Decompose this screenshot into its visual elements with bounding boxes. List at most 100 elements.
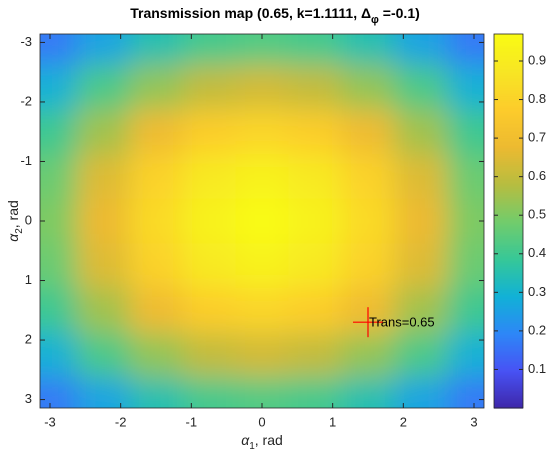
heatmap-cell: [76, 332, 131, 378]
colorbar-swatch: [494, 146, 523, 149]
colorbar-swatch: [494, 200, 523, 203]
heatmap-cell: [341, 154, 395, 200]
x-tick-label: 0: [258, 414, 265, 429]
colorbar-swatch: [494, 276, 523, 279]
colorbar-swatch: [494, 394, 523, 397]
colorbar-swatch: [494, 198, 523, 201]
colorbar-swatch: [494, 252, 523, 255]
colorbar-swatch: [494, 288, 523, 291]
colorbar-swatch: [494, 362, 523, 365]
colorbar-swatch: [494, 336, 523, 339]
x-label-subscript: 1: [249, 441, 255, 452]
colorbar-swatch: [494, 318, 523, 321]
colorbar-swatch: [494, 116, 523, 119]
colorbar-swatch: [494, 52, 523, 55]
colorbar-swatch: [494, 282, 523, 285]
heatmap-cell: [129, 34, 184, 66]
colorbar-swatch: [494, 124, 523, 127]
colorbar-swatch: [494, 60, 523, 63]
colorbar-swatch: [494, 254, 523, 257]
colorbar-swatch: [494, 400, 523, 403]
colorbar-swatch: [494, 370, 523, 373]
heatmap-cell: [235, 109, 289, 155]
colorbar-swatch: [494, 78, 523, 81]
colorbar-swatch: [494, 194, 523, 197]
heatmap-cell: [341, 34, 395, 66]
y-label-symbol: α: [5, 233, 21, 242]
colorbar-swatch: [494, 90, 523, 93]
heatmap-cell: [341, 64, 395, 110]
colorbar-swatch: [494, 216, 523, 219]
colorbar-swatch: [494, 168, 523, 171]
colorbar-swatch: [494, 348, 523, 351]
x-tick-label: -2: [115, 414, 127, 429]
colorbar-swatch: [494, 322, 523, 325]
colorbar-swatch: [494, 388, 523, 391]
colorbar-swatch: [494, 332, 523, 335]
colorbar-swatch: [494, 190, 523, 193]
heatmap-cell: [182, 332, 237, 378]
colorbar-swatch: [494, 40, 523, 43]
heatmap-cell: [341, 243, 395, 289]
colorbar-swatch: [494, 108, 523, 111]
heatmap-cell: [447, 154, 484, 200]
colorbar-swatch: [494, 226, 523, 229]
heatmap-cell: [182, 243, 237, 289]
colorbar-swatch: [494, 188, 523, 191]
heatmap-cell: [447, 109, 484, 155]
colorbar-swatch: [494, 164, 523, 167]
heatmap-cell: [182, 287, 237, 334]
colorbar-swatch: [494, 84, 523, 87]
heatmap-cell: [394, 64, 448, 110]
colorbar-swatch: [494, 386, 523, 389]
colorbar-swatch: [494, 110, 523, 113]
colorbar-swatch: [494, 196, 523, 199]
colorbar-swatch: [494, 120, 523, 123]
colorbar-swatch: [494, 330, 523, 333]
colorbar-swatch: [494, 126, 523, 129]
colorbar-swatch: [494, 206, 523, 209]
colorbar-tick-label: 0.6: [528, 168, 546, 183]
colorbar-frame: [493, 33, 524, 409]
colorbar-swatch: [494, 308, 523, 311]
heatmap-cell: [341, 332, 395, 378]
colorbar-swatch: [494, 102, 523, 105]
heatmap-cell: [447, 64, 484, 110]
heatmap-cell: [288, 109, 342, 155]
colorbar-swatch: [494, 202, 523, 205]
heatmap-cell: [447, 287, 484, 334]
x-tick-label: 3: [470, 414, 477, 429]
colorbar-swatch: [494, 294, 523, 297]
colorbar-swatch: [494, 290, 523, 293]
colorbar-swatch: [494, 66, 523, 69]
colorbar-swatch: [494, 106, 523, 109]
heatmap-cell: [235, 243, 289, 289]
colorbar-tick-label: 0.1: [528, 361, 546, 376]
colorbar-swatch: [494, 392, 523, 395]
heatmap-cell: [341, 198, 395, 244]
colorbar-swatch: [494, 76, 523, 79]
colorbar-swatch: [494, 82, 523, 85]
colorbar-swatch: [494, 44, 523, 47]
heatmap-cell: [182, 34, 237, 66]
colorbar-swatch: [494, 36, 523, 39]
heatmap-cell: [235, 34, 289, 66]
colorbar-swatch: [494, 334, 523, 337]
heatmap-cell: [394, 34, 448, 66]
colorbar-swatch: [494, 328, 523, 331]
heatmap-cell: [40, 34, 78, 66]
colorbar-swatch: [494, 360, 523, 363]
colorbar-swatch: [494, 156, 523, 159]
colorbar-swatch: [494, 278, 523, 281]
colorbar-swatch: [494, 68, 523, 71]
colorbar-swatch: [494, 70, 523, 73]
title-text: =-0.1): [379, 5, 420, 21]
colorbar-swatch: [494, 174, 523, 177]
colorbar-swatch: [494, 398, 523, 401]
colorbar-swatch: [494, 280, 523, 283]
x-tick-label: 2: [400, 414, 407, 429]
colorbar-swatch: [494, 58, 523, 61]
colorbar-swatch: [494, 74, 523, 77]
colorbar-swatch: [494, 258, 523, 261]
